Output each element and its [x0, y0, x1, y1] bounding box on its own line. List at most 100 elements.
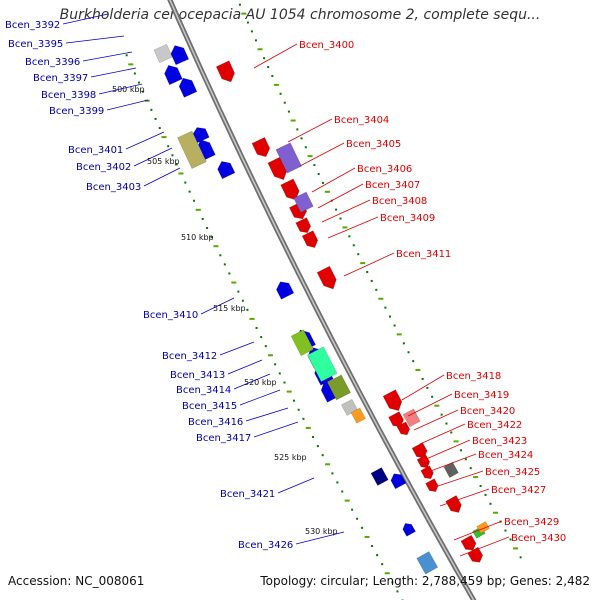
tick-mark-outer [287, 110, 290, 113]
gene-leader-line-left [200, 297, 235, 315]
forward-strand-gene [460, 534, 477, 551]
reverse-strand-gene [217, 161, 236, 180]
kbp-tick-label: 525 kbp [274, 453, 307, 462]
tick-mark-inner [219, 254, 222, 257]
tick-mark-outer [352, 244, 355, 247]
reverse-strand-gene [192, 127, 210, 144]
tick-mark-inner [278, 372, 281, 375]
tick-mark-outer [348, 235, 351, 238]
tick-mark-outer [300, 137, 303, 140]
gene-label-right: Bcen_3404 [334, 115, 389, 126]
gene-leader-line-left [65, 35, 125, 44]
tick-mark-outer [238, 3, 241, 6]
reverse-strand-gene [164, 65, 183, 86]
tick-mark-outer [267, 66, 270, 69]
reverse-strand-gene [276, 281, 295, 300]
gene-label-right: Bcen_3430 [511, 533, 566, 544]
reverse-strand-gene [177, 130, 207, 169]
gene-label-right: Bcen_3408 [372, 196, 427, 207]
forward-strand-gene [402, 408, 421, 428]
gene-label-right: Bcen_3407 [365, 180, 420, 191]
gene-leader-line-right [423, 439, 471, 461]
gene-leader-line-left [233, 373, 271, 390]
tick-mark-outer [313, 164, 316, 167]
gene-label-right: Bcen_3400 [299, 40, 354, 51]
tick-mark-outer [322, 181, 325, 184]
tick-mark-outer [407, 351, 410, 354]
reverse-strand-gene [390, 473, 407, 490]
tick-mark-outer [453, 440, 459, 443]
kbp-tick-label: 500 kbp [112, 85, 145, 94]
forward-strand-gene [425, 478, 439, 492]
tick-mark-outer [250, 30, 253, 33]
gene-label-right: Bcen_3422 [467, 420, 522, 431]
gene-leader-line-left [106, 99, 149, 111]
tick-mark-inner [274, 363, 277, 366]
tick-mark-inner [206, 227, 209, 230]
gene-label-right: Bcen_3420 [460, 406, 515, 417]
reverse-strand-gene [153, 43, 173, 64]
forward-strand-gene [445, 495, 462, 513]
tick-mark-outer [360, 262, 366, 265]
tick-mark-inner [210, 236, 213, 239]
reverse-strand-gene [178, 77, 198, 98]
tick-mark-outer [296, 128, 299, 131]
forward-strand-gene [280, 178, 300, 201]
tick-mark-outer [479, 484, 482, 487]
forward-strand-gene [295, 217, 312, 234]
tick-mark-inner [241, 299, 244, 302]
forward-strand-gene [251, 136, 271, 158]
tick-mark-outer [426, 386, 429, 389]
tick-mark-inner [364, 535, 370, 538]
tick-mark-inner [341, 490, 344, 493]
tick-mark-inner [249, 317, 255, 320]
gene-label-right: Bcen_3429 [504, 517, 559, 528]
gene-leader-line-right [311, 167, 356, 193]
tick-mark-inner [154, 117, 157, 120]
tick-mark-outer [271, 74, 274, 77]
forward-strand-gene [382, 389, 403, 411]
gene-label-left: Bcen_3397 [33, 73, 88, 84]
gene-label-left: Bcen_3395 [8, 39, 63, 50]
kbp-tick-label: 520 kbp [244, 378, 277, 387]
forward-strand-gene [420, 465, 434, 480]
forward-strand-gene [275, 142, 302, 174]
gene-label-right: Bcen_3411 [396, 249, 451, 260]
tick-mark-inner [246, 308, 249, 311]
tick-mark-outer [257, 48, 263, 51]
tick-mark-inner [178, 172, 184, 175]
tick-mark-inner [255, 326, 258, 329]
gene-leader-line-right [321, 199, 371, 223]
kbp-tick-label: 505 kbp [147, 157, 180, 166]
tick-mark-outer [273, 83, 279, 86]
tick-mark-inner [184, 181, 187, 184]
reverse-strand-gene [416, 551, 439, 575]
tick-mark-outer [304, 146, 307, 149]
tick-mark-outer [307, 155, 313, 158]
gene-leader-line-right [253, 43, 298, 69]
gene-leader-line-left [227, 359, 263, 375]
tick-mark-outer [519, 556, 522, 559]
gene-leader-line-right [327, 216, 379, 239]
forward-strand-gene [443, 461, 459, 478]
tick-mark-inner [188, 190, 191, 193]
tick-mark-inner [201, 217, 204, 220]
kbp-tick-label: 510 kbp [181, 233, 214, 242]
tick-mark-outer [324, 190, 330, 193]
gene-leader-line-left [62, 13, 109, 25]
reverse-strand-gene [170, 45, 190, 66]
gene-label-right: Bcen_3419 [454, 390, 509, 401]
tick-mark-outer [492, 511, 498, 514]
tick-mark-outer [464, 458, 467, 461]
tick-mark-outer [357, 253, 360, 256]
tick-mark-outer [342, 226, 348, 229]
forward-strand-gene [411, 442, 428, 459]
tick-mark-inner [158, 127, 161, 130]
tick-mark-inner [195, 208, 201, 211]
tick-mark-inner [283, 381, 286, 384]
tick-mark-outer [431, 395, 434, 398]
tick-mark-inner [302, 417, 305, 420]
gene-label-left: Bcen_3392 [5, 20, 60, 31]
tick-mark-inner [267, 354, 273, 357]
tick-mark-outer [366, 271, 369, 274]
